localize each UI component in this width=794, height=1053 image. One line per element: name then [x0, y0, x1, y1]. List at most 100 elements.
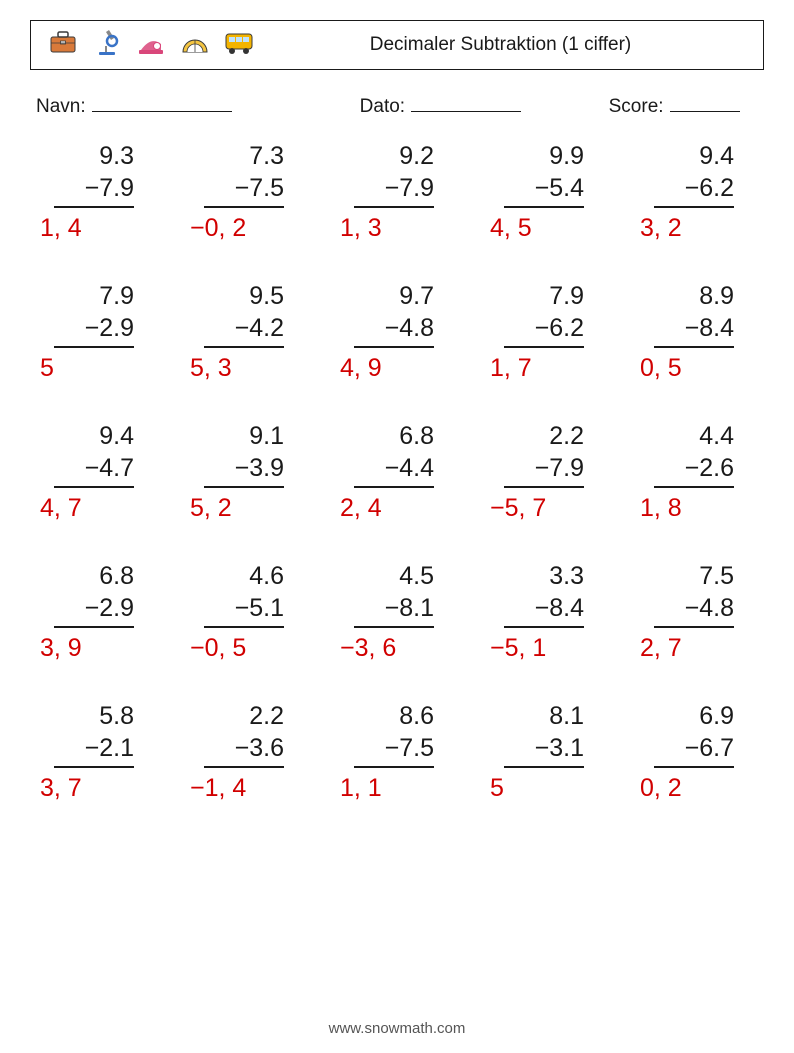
minuend: 9.9 — [504, 140, 584, 172]
problem-cell: 8.1−3.15 — [486, 700, 608, 804]
minuend: 7.9 — [504, 280, 584, 312]
answer: 5, 2 — [186, 492, 308, 524]
subtraction-stack: 8.1−3.1 — [504, 700, 584, 768]
subtraction-stack: 2.2−3.6 — [204, 700, 284, 768]
subtraction-stack: 2.2−7.9 — [504, 420, 584, 488]
subtrahend: −3.9 — [204, 452, 284, 488]
dato-blank[interactable] — [411, 90, 521, 112]
subtraction-stack: 4.5−8.1 — [354, 560, 434, 628]
subtraction-stack: 9.3−7.9 — [54, 140, 134, 208]
header-icons — [47, 26, 255, 64]
minuend: 9.2 — [354, 140, 434, 172]
subtrahend: −4.8 — [654, 592, 734, 628]
minuend: 8.6 — [354, 700, 434, 732]
subtrahend: −4.2 — [204, 312, 284, 348]
minuend: 4.5 — [354, 560, 434, 592]
problem-cell: 6.8−2.93, 9 — [36, 560, 158, 664]
problem-cell: 6.8−4.42, 4 — [336, 420, 458, 524]
score-blank[interactable] — [670, 90, 740, 112]
subtrahend: −7.5 — [354, 732, 434, 768]
footer-text: www.snowmath.com — [0, 1020, 794, 1037]
answer: 4, 7 — [36, 492, 158, 524]
minuend: 6.9 — [654, 700, 734, 732]
problem-cell: 8.9−8.40, 5 — [636, 280, 758, 384]
subtrahend: −8.4 — [504, 592, 584, 628]
answer: −5, 1 — [486, 632, 608, 664]
subtraction-stack: 9.5−4.2 — [204, 280, 284, 348]
score-label: Score: — [609, 96, 664, 118]
answer: 1, 3 — [336, 212, 458, 244]
navn-blank[interactable] — [92, 90, 232, 112]
subtraction-stack: 9.7−4.8 — [354, 280, 434, 348]
subtrahend: −3.1 — [504, 732, 584, 768]
minuend: 9.1 — [204, 420, 284, 452]
subtrahend: −2.9 — [54, 312, 134, 348]
subtrahend: −2.1 — [54, 732, 134, 768]
problem-cell: 7.9−6.2 1, 7 — [486, 280, 608, 384]
subtrahend: −5.4 — [504, 172, 584, 208]
minuend: 9.4 — [54, 420, 134, 452]
subtrahend: −4.7 — [54, 452, 134, 488]
minuend: 5.8 — [54, 700, 134, 732]
problem-cell: 7.3−7.5 −0, 2 — [186, 140, 308, 244]
answer: 1, 8 — [636, 492, 758, 524]
subtrahend: −3.6 — [204, 732, 284, 768]
subtraction-stack: 7.5−4.8 — [654, 560, 734, 628]
problem-cell: 7.9−2.9 5 — [36, 280, 158, 384]
minuend: 7.9 — [54, 280, 134, 312]
problem-cell: 4.4−2.6 1, 8 — [636, 420, 758, 524]
subtrahend: −7.5 — [204, 172, 284, 208]
minuend: 8.1 — [504, 700, 584, 732]
problem-cell: 4.6−5.1−0, 5 — [186, 560, 308, 664]
answer: −0, 2 — [186, 212, 308, 244]
header-box: Decimaler Subtraktion (1 ciffer) — [30, 20, 764, 70]
protractor-icon — [179, 26, 211, 64]
minuend: 9.3 — [54, 140, 134, 172]
subtrahend: −8.1 — [354, 592, 434, 628]
subtrahend: −2.6 — [654, 452, 734, 488]
subtraction-stack: 7.9−2.9 — [54, 280, 134, 348]
stapler-icon — [135, 26, 167, 64]
school-bus-icon — [223, 26, 255, 64]
answer: 1, 7 — [486, 352, 608, 384]
answer: 3, 7 — [36, 772, 158, 804]
subtrahend: −6.7 — [654, 732, 734, 768]
subtraction-stack: 8.9−8.4 — [654, 280, 734, 348]
subtrahend: −4.8 — [354, 312, 434, 348]
minuend: 2.2 — [504, 420, 584, 452]
answer: 4, 5 — [486, 212, 608, 244]
minuend: 9.4 — [654, 140, 734, 172]
answer: −0, 5 — [186, 632, 308, 664]
subtraction-stack: 9.4−4.7 — [54, 420, 134, 488]
minuend: 6.8 — [54, 560, 134, 592]
subtraction-stack: 6.9−6.7 — [654, 700, 734, 768]
problem-cell: 6.9−6.7 0, 2 — [636, 700, 758, 804]
problem-cell: 9.1−3.9 5, 2 — [186, 420, 308, 524]
answer: 1, 1 — [336, 772, 458, 804]
problem-cell: 9.9−5.4 4, 5 — [486, 140, 608, 244]
minuend: 7.5 — [654, 560, 734, 592]
minuend: 4.6 — [204, 560, 284, 592]
problem-cell: 2.2−7.9−5, 7 — [486, 420, 608, 524]
problem-cell: 5.8−2.1 3, 7 — [36, 700, 158, 804]
subtraction-stack: 3.3−8.4 — [504, 560, 584, 628]
answer: 5 — [36, 352, 158, 384]
minuend: 9.7 — [354, 280, 434, 312]
subtraction-stack: 4.4−2.6 — [654, 420, 734, 488]
answer: 2, 4 — [336, 492, 458, 524]
microscope-icon — [91, 26, 123, 64]
minuend: 2.2 — [204, 700, 284, 732]
answer: 0, 2 — [636, 772, 758, 804]
problem-cell: 9.2−7.91, 3 — [336, 140, 458, 244]
answer: 3, 2 — [636, 212, 758, 244]
subtraction-stack: 5.8−2.1 — [54, 700, 134, 768]
answer: 5, 3 — [186, 352, 308, 384]
problem-cell: 2.2−3.6−1, 4 — [186, 700, 308, 804]
subtraction-stack: 6.8−2.9 — [54, 560, 134, 628]
subtraction-stack: 9.4−6.2 — [654, 140, 734, 208]
navn-label: Navn: — [36, 96, 86, 118]
problem-cell: 7.5−4.82, 7 — [636, 560, 758, 664]
subtraction-stack: 7.3−7.5 — [204, 140, 284, 208]
subtrahend: −6.2 — [504, 312, 584, 348]
problem-cell: 9.5−4.2 5, 3 — [186, 280, 308, 384]
